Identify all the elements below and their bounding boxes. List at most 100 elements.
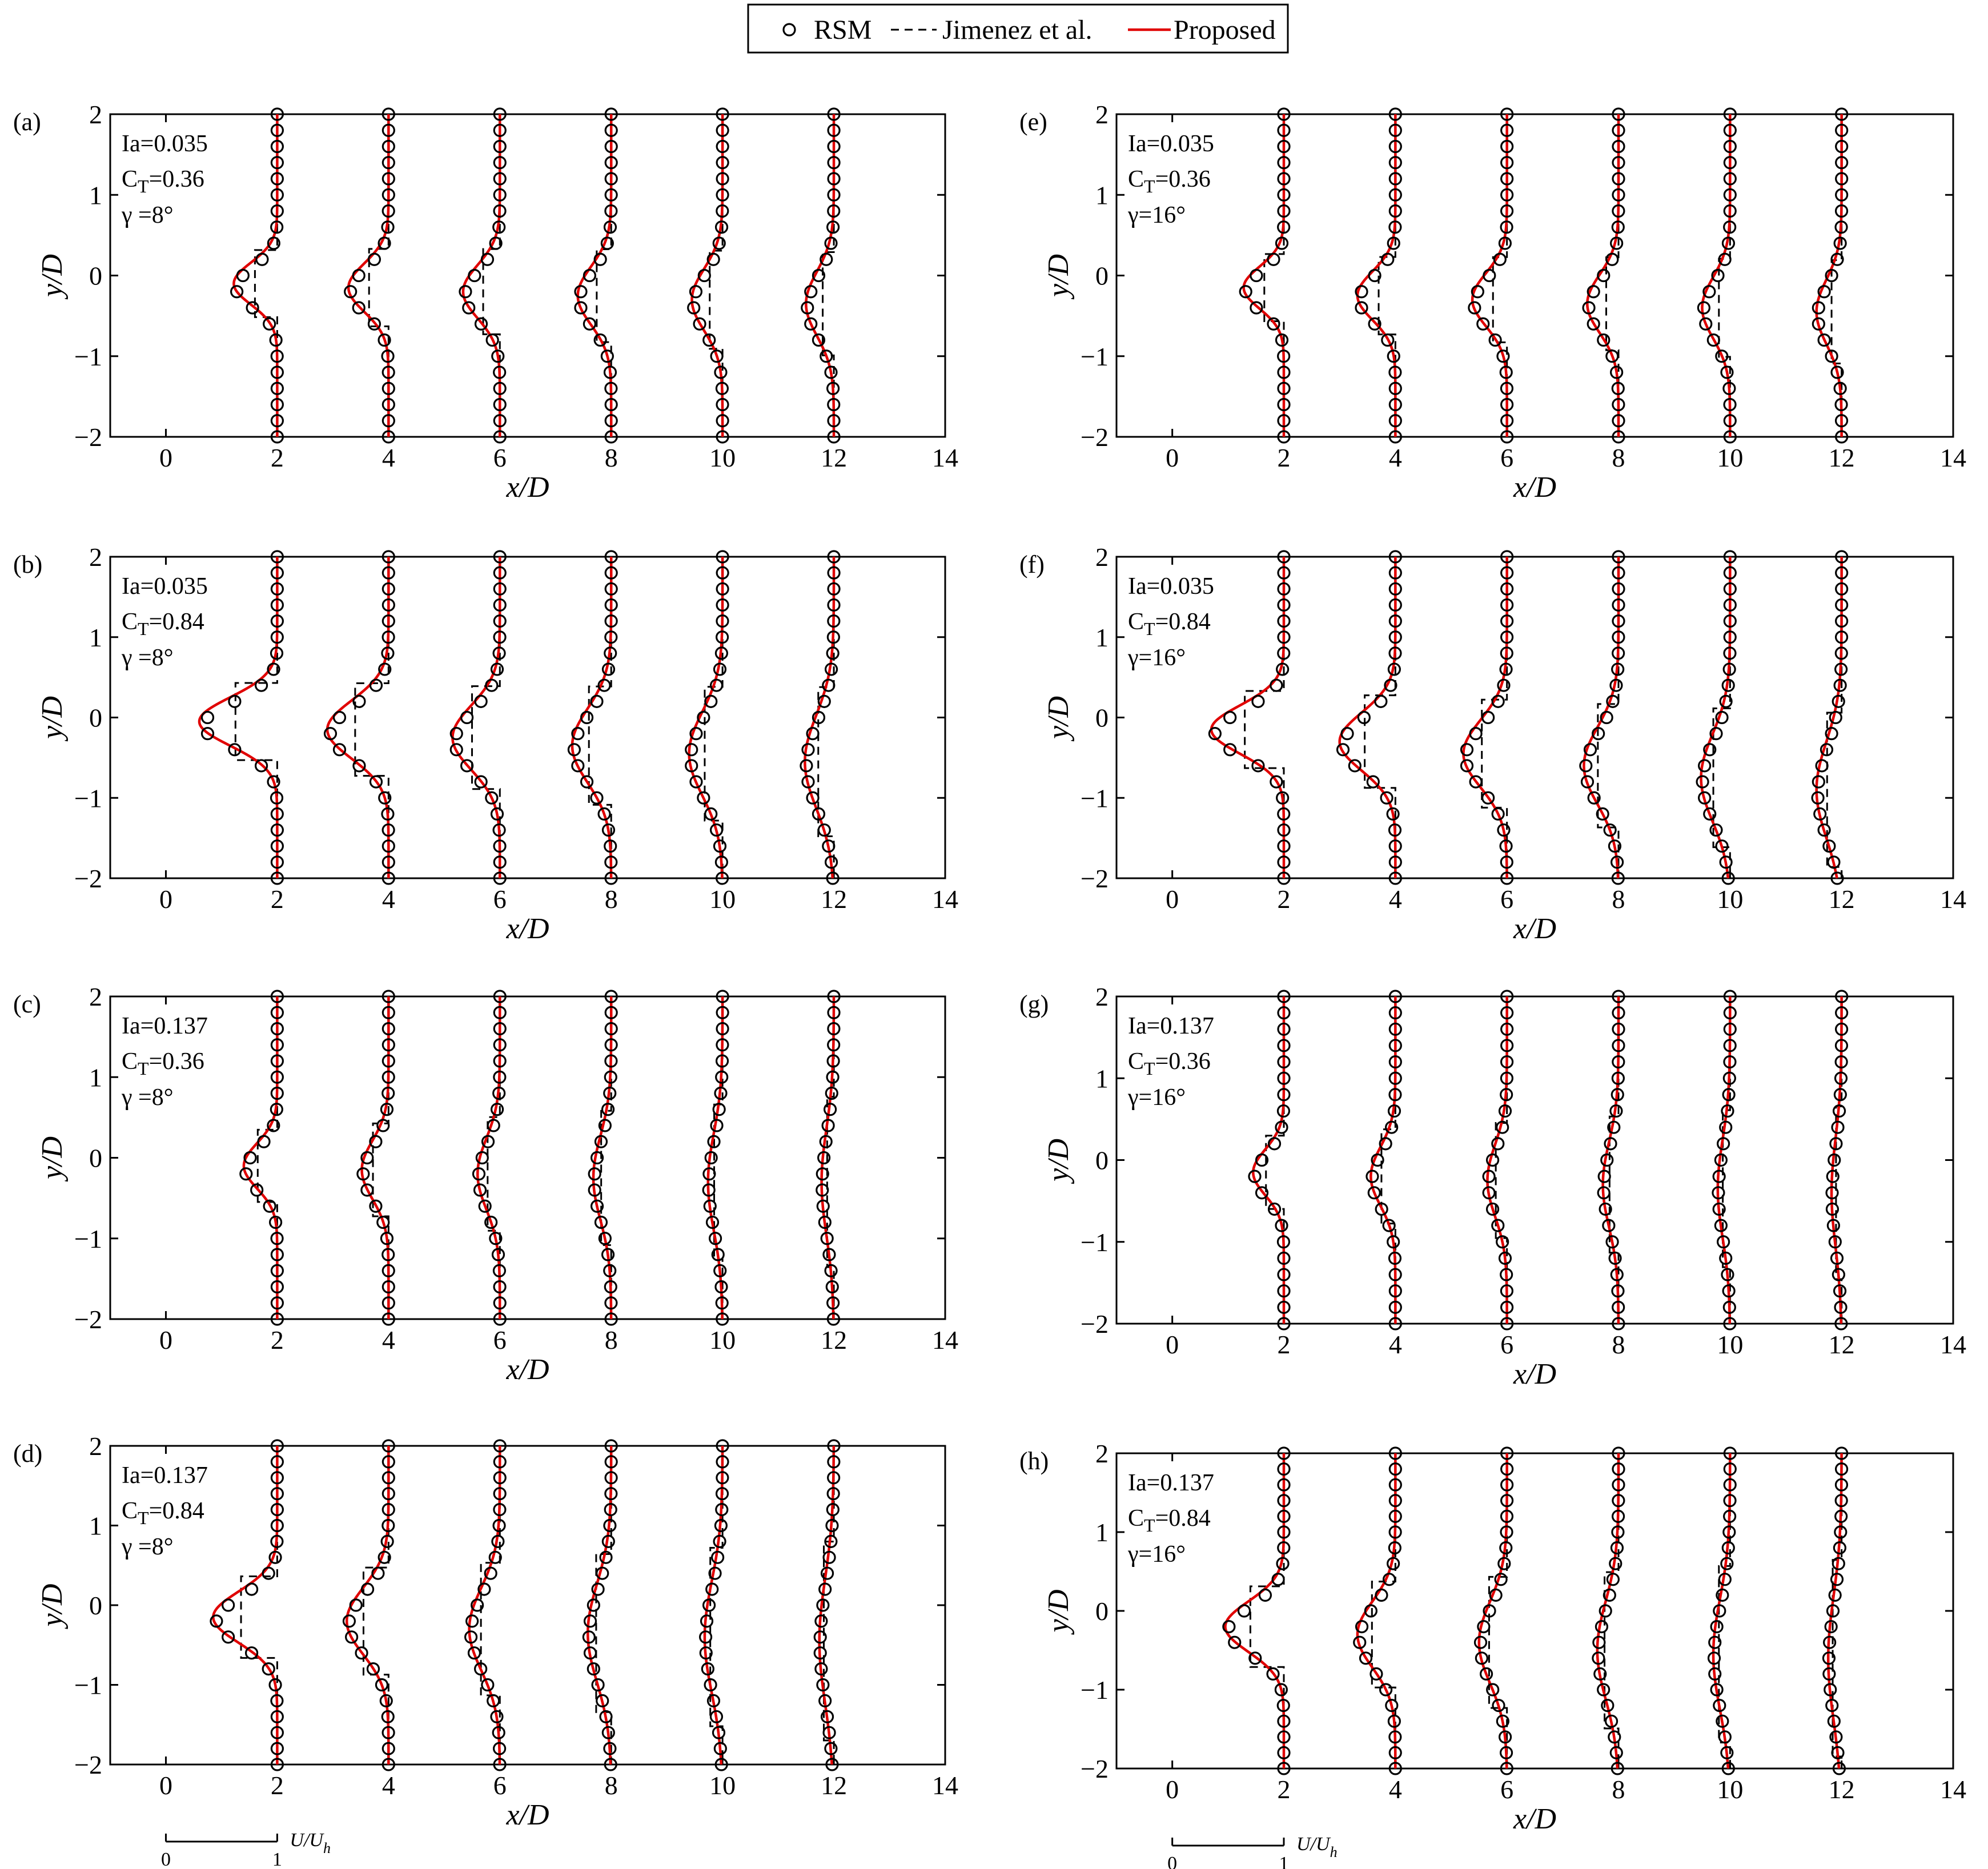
panel-label: (e) [1019, 108, 1047, 136]
rsm-point [1710, 1620, 1724, 1634]
rsm-point [1348, 759, 1362, 773]
rsm-point [270, 990, 284, 1003]
jimenez-profile [1380, 996, 1396, 1324]
rsm-point [1723, 204, 1737, 218]
rsm-point [716, 566, 729, 580]
y-tick-label: −1 [1081, 1675, 1109, 1705]
rsm-point [1277, 1509, 1291, 1523]
rsm-point [1379, 1137, 1392, 1151]
rsm-point [493, 1054, 507, 1068]
y-axis-label: y/D [1042, 254, 1075, 300]
rsm-point [1592, 1651, 1605, 1665]
rsm-point [1835, 614, 1849, 628]
x-tick-label: 0 [159, 1771, 172, 1800]
rsm-point [1825, 349, 1838, 363]
rsm-point [1277, 1541, 1291, 1555]
rsm-point [593, 333, 607, 347]
rsm-point [484, 1215, 498, 1229]
x-tick-label: 12 [821, 885, 847, 914]
profile-station-2 [1248, 990, 1291, 1331]
rsm-point [604, 839, 617, 853]
rsm-point [474, 317, 488, 331]
rsm-point [381, 156, 395, 170]
rsm-point [816, 1199, 830, 1213]
rsm-point [381, 1022, 395, 1036]
profile-station-10 [1697, 107, 1737, 444]
rsm-point [716, 614, 729, 628]
rsm-point [1719, 1251, 1733, 1265]
rsm-point [594, 1135, 608, 1148]
rsm-point [1833, 678, 1847, 692]
rsm-point [270, 123, 284, 137]
rsm-point [493, 1038, 507, 1052]
rsm-point [714, 1758, 728, 1771]
x-tick-label: 6 [1500, 1330, 1513, 1359]
rsm-point [1500, 1268, 1513, 1281]
y-axis-label: y/D [1042, 1589, 1075, 1635]
rsm-point [824, 855, 838, 869]
rsm-point [1830, 871, 1844, 885]
panel-label: (a) [13, 108, 41, 136]
rsm-point [490, 1103, 504, 1116]
rsm-point [1491, 807, 1505, 821]
rsm-point [1812, 775, 1825, 789]
rsm-point [493, 630, 507, 644]
y-tick-label: 1 [1095, 1064, 1109, 1093]
rsm-point [604, 1455, 618, 1469]
rsm-point [702, 1183, 716, 1197]
rsm-point [1277, 855, 1291, 869]
rsm-point [1835, 123, 1849, 137]
rsm-point [1500, 123, 1514, 137]
rsm-point [1608, 1730, 1621, 1744]
rsm-point [1605, 1235, 1619, 1249]
rsm-point [381, 381, 395, 395]
y-tick-label: 2 [1095, 982, 1109, 1011]
velocity-scale-bar-d: 0 1 U/Uh [161, 1830, 331, 1869]
x-tick-label: 2 [271, 1325, 284, 1354]
rsm-point [1277, 550, 1291, 564]
rsm-point [345, 1630, 359, 1644]
rsm-point [381, 1726, 395, 1739]
rsm-point [1723, 1317, 1737, 1331]
x-tick-label: 8 [605, 1325, 618, 1354]
rsm-point [1460, 743, 1474, 757]
rsm-point [582, 1630, 596, 1644]
rsm-point [488, 1550, 502, 1564]
y-axis-label: y/D [1042, 1139, 1075, 1184]
rsm-point [685, 743, 698, 757]
rsm-point [1277, 139, 1291, 154]
rsm-point [826, 1070, 840, 1084]
scale-bar-label: U/Uh [290, 1830, 331, 1856]
rsm-point [812, 710, 826, 725]
rsm-point [1723, 1462, 1737, 1476]
rsm-point [381, 646, 395, 660]
rsm-point [1270, 775, 1283, 789]
x-tick-label: 12 [821, 443, 847, 472]
rsm-point [1368, 268, 1381, 283]
rsm-point [709, 1710, 724, 1723]
rsm-point [711, 1248, 725, 1261]
rsm-point [1500, 414, 1514, 428]
rsm-point [1277, 220, 1291, 234]
rsm-point [1611, 855, 1624, 869]
y-tick-label: −1 [1081, 1228, 1109, 1257]
x-tick-label: 0 [159, 1325, 172, 1354]
rsm-point [1498, 1730, 1512, 1744]
rsm-point [708, 1566, 722, 1580]
rsm-point [1388, 1509, 1402, 1523]
annotation-ct: CT=0.84 [122, 609, 204, 639]
rsm-point [270, 188, 284, 202]
rsm-point [1275, 1219, 1288, 1232]
rsm-point [1813, 807, 1827, 821]
rsm-point [381, 839, 395, 853]
rsm-point [255, 252, 269, 266]
jimenez-profile [704, 557, 724, 878]
rsm-point [490, 662, 504, 676]
rsm-point [1223, 710, 1237, 725]
rsm-point [1388, 1525, 1402, 1539]
panel-label: (g) [1019, 990, 1049, 1018]
rsm-point [200, 710, 215, 725]
rsm-point [1835, 1446, 1849, 1460]
rsm-point [485, 333, 499, 347]
rsm-point [1835, 598, 1849, 612]
